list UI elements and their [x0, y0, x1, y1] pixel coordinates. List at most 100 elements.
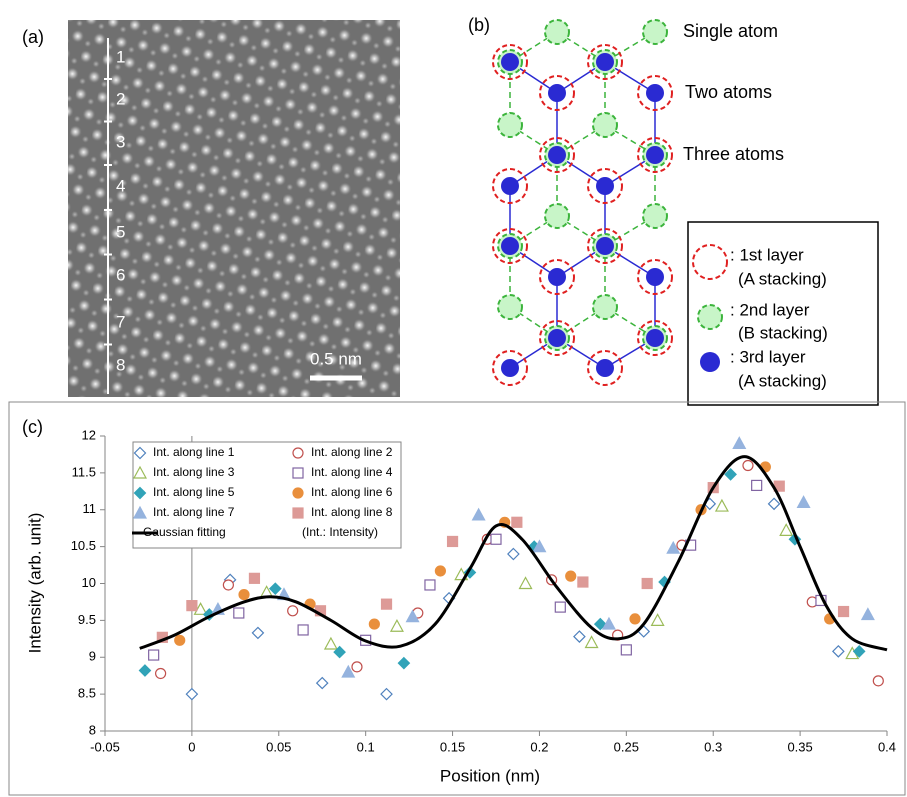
- point: [852, 645, 866, 658]
- x-tick-label: 0.4: [878, 739, 896, 754]
- point: [148, 649, 160, 661]
- first-layer-atom: [587, 168, 623, 204]
- point: [577, 576, 589, 588]
- first-layer-atom: [539, 259, 575, 295]
- point: [532, 539, 547, 553]
- first-layer-atom: [539, 137, 575, 173]
- second-layer-atom: [497, 112, 523, 138]
- x-tick-label: 0.3: [704, 739, 722, 754]
- first-layer-atom: [587, 350, 623, 386]
- point: [742, 459, 754, 472]
- point: [554, 601, 566, 613]
- line-number: 2: [116, 89, 125, 108]
- first-layer-atom: [492, 168, 528, 204]
- third-layer-atom: [501, 177, 519, 195]
- y-tick-label: 9: [89, 649, 96, 664]
- second-layer-atom: [642, 203, 668, 229]
- second-layer-atom: [592, 112, 618, 138]
- legend-label: Int. along line 5: [153, 485, 235, 499]
- first-layer-atom: [587, 44, 623, 80]
- line-number: 3: [116, 132, 125, 151]
- legend-label: Int. along line 4: [311, 465, 393, 479]
- first-layer-atom: [492, 228, 528, 264]
- point: [584, 635, 599, 649]
- panel-label: (a): [22, 27, 44, 47]
- line-number: 5: [116, 222, 125, 241]
- y-tick-label: 11.5: [72, 464, 96, 479]
- point: [837, 605, 850, 618]
- legend-box: [132, 441, 402, 549]
- third-layer-atom: [501, 359, 519, 377]
- point: [333, 645, 346, 659]
- point: [629, 613, 641, 625]
- y-tick-label: 8: [89, 722, 96, 737]
- legend-marker: [132, 465, 148, 479]
- x-tick-label: 0: [188, 739, 195, 754]
- third-layer-atom: [596, 177, 614, 195]
- point: [222, 579, 234, 591]
- point: [796, 495, 811, 508]
- point: [565, 570, 577, 582]
- point: [380, 598, 393, 610]
- panel-label: (b): [468, 15, 490, 35]
- third-layer-atom: [501, 53, 519, 71]
- point: [860, 607, 875, 621]
- point: [872, 675, 884, 687]
- point: [507, 547, 520, 561]
- first-layer-atom: [539, 320, 575, 356]
- first-layer-atom: [637, 320, 673, 356]
- third-layer-atom: [596, 237, 614, 255]
- first-layer-atom: [492, 44, 528, 80]
- legend-text: : 3rd layer: [730, 347, 806, 366]
- point: [650, 613, 665, 626]
- point: [779, 523, 794, 537]
- first-layer-atom: [539, 75, 575, 111]
- point: [405, 609, 420, 623]
- legend-symbol: [700, 352, 720, 372]
- chart-frame: [8, 401, 906, 796]
- line-number: 1: [116, 47, 125, 66]
- x-tick-label: -0.05: [90, 739, 120, 754]
- legend-label: Int. along line 8: [311, 505, 393, 519]
- second-layer-atom: [544, 19, 570, 45]
- first-layer-atom: [637, 75, 673, 111]
- point: [601, 616, 616, 630]
- x-axis-title: Position (nm): [440, 766, 540, 785]
- point: [186, 600, 198, 612]
- legend-text: (A stacking): [738, 269, 827, 288]
- third-layer-atom: [646, 84, 664, 102]
- legend-marker: [292, 507, 304, 519]
- third-layer-atom: [548, 84, 566, 102]
- point: [138, 664, 152, 677]
- chart-note: (Int.: Intensity): [302, 525, 378, 539]
- second-layer-atom: [592, 294, 618, 320]
- point: [185, 687, 199, 701]
- point: [297, 624, 309, 636]
- legend-text: : 1st layer: [730, 245, 804, 264]
- point: [446, 535, 459, 548]
- point: [434, 565, 446, 577]
- first-layer-atom: [637, 137, 673, 173]
- third-layer-atom: [646, 268, 664, 286]
- point: [351, 661, 363, 673]
- panel-label: (c): [22, 417, 43, 437]
- y-tick-label: 12: [82, 427, 96, 442]
- y-tick-label: 11: [83, 501, 97, 516]
- point: [248, 572, 261, 584]
- point: [593, 617, 607, 631]
- annotation: Single atom: [683, 21, 778, 41]
- x-tick-label: 0.15: [440, 739, 465, 754]
- y-tick-label: 10: [82, 575, 96, 590]
- legend-symbol: [697, 304, 723, 330]
- legend-label: Int. along line 6: [311, 485, 393, 499]
- point: [397, 656, 411, 670]
- point: [251, 626, 265, 640]
- point: [341, 664, 356, 678]
- second-layer-atom: [642, 19, 668, 45]
- point: [287, 605, 299, 617]
- line-number: 8: [116, 355, 125, 374]
- third-layer-atom: [646, 146, 664, 164]
- legend-label: Gaussian fitting: [143, 525, 226, 539]
- x-tick-label: 0.1: [357, 739, 375, 754]
